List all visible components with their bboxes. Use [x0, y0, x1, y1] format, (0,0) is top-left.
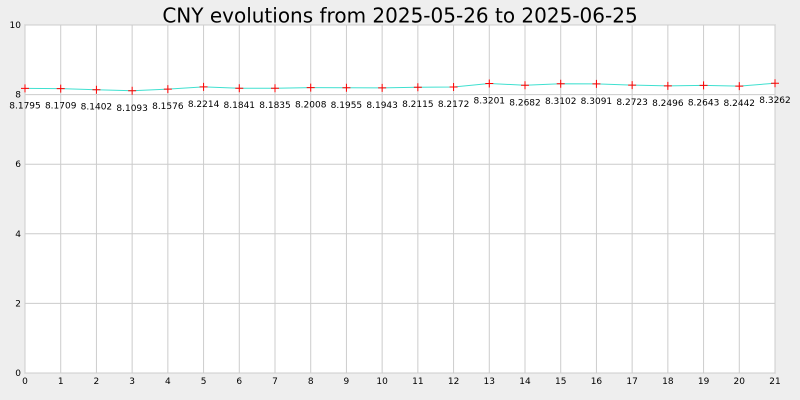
marker — [592, 79, 601, 88]
x-tick-label: 9 — [344, 377, 350, 387]
y-tick-label: 0 — [15, 369, 21, 379]
plot-area — [24, 24, 776, 374]
marker — [628, 81, 637, 90]
value-label: 8.2008 — [295, 101, 327, 111]
x-tick-label: 15 — [555, 377, 566, 387]
value-label: 8.1955 — [331, 101, 363, 111]
value-label: 8.3102 — [545, 97, 577, 107]
value-label: 8.3201 — [474, 96, 506, 106]
marker — [128, 86, 137, 95]
value-label: 8.2172 — [438, 100, 470, 110]
value-label: 8.2496 — [652, 99, 684, 109]
x-tick-label: 17 — [626, 377, 637, 387]
y-tick-label: 2 — [15, 299, 21, 309]
value-label: 8.1841 — [224, 101, 256, 111]
x-tick-label: 7 — [272, 377, 278, 387]
marker — [485, 79, 494, 88]
marker — [92, 85, 101, 94]
marker — [163, 85, 172, 94]
value-label: 8.3262 — [759, 96, 791, 106]
value-label: 8.2115 — [402, 100, 434, 110]
marker — [556, 79, 565, 88]
x-tick-label: 21 — [769, 377, 780, 387]
value-label: 8.1093 — [116, 104, 148, 114]
value-label: 8.1402 — [81, 103, 113, 113]
marker — [306, 83, 315, 92]
x-tick-label: 0 — [22, 377, 28, 387]
x-tick-label: 11 — [412, 377, 423, 387]
x-tick-label: 20 — [734, 377, 746, 387]
x-tick-label: 1 — [58, 377, 64, 387]
x-tick-label: 16 — [591, 377, 603, 387]
value-label: 8.1795 — [9, 101, 41, 111]
x-tick-label: 3 — [129, 377, 135, 387]
value-label: 8.1709 — [45, 102, 77, 112]
x-tick-label: 18 — [662, 377, 674, 387]
value-label: 8.1576 — [152, 102, 184, 112]
chart-title: CNY evolutions from 2025-05-26 to 2025-0… — [162, 4, 637, 28]
marker — [771, 79, 779, 88]
x-tick-label: 12 — [448, 377, 459, 387]
value-label: 8.2682 — [509, 98, 541, 108]
marker — [663, 81, 672, 90]
value-label: 8.1835 — [259, 101, 291, 111]
x-tick-label: 5 — [201, 377, 207, 387]
marker — [56, 84, 65, 93]
value-label: 8.2643 — [688, 98, 720, 108]
x-tick-label: 14 — [519, 377, 531, 387]
marker — [235, 84, 244, 93]
marker — [413, 83, 422, 92]
value-label: 8.2442 — [724, 99, 756, 109]
marker — [449, 83, 458, 92]
y-tick-label: 10 — [10, 21, 22, 31]
y-tick-label: 8 — [15, 91, 21, 101]
value-label: 8.1943 — [366, 101, 398, 111]
value-label: 8.2214 — [188, 100, 220, 110]
marker — [21, 84, 29, 93]
marker — [342, 83, 351, 92]
x-tick-label: 19 — [698, 377, 710, 387]
marker — [735, 82, 744, 91]
x-tick-label: 10 — [376, 377, 388, 387]
x-tick-label: 8 — [308, 377, 314, 387]
marker — [378, 83, 387, 92]
x-tick-label: 4 — [165, 377, 171, 387]
marker — [521, 81, 529, 90]
x-tick-label: 13 — [484, 377, 495, 387]
marker — [199, 82, 208, 91]
y-tick-label: 4 — [15, 230, 21, 240]
line — [24, 82, 776, 92]
y-tick-label: 6 — [15, 160, 21, 170]
x-tick-label: 6 — [236, 377, 242, 387]
marker — [271, 84, 279, 93]
marker — [699, 81, 708, 90]
value-label: 8.3091 — [581, 97, 613, 107]
value-label: 8.2723 — [616, 98, 648, 108]
x-tick-label: 2 — [94, 377, 100, 387]
